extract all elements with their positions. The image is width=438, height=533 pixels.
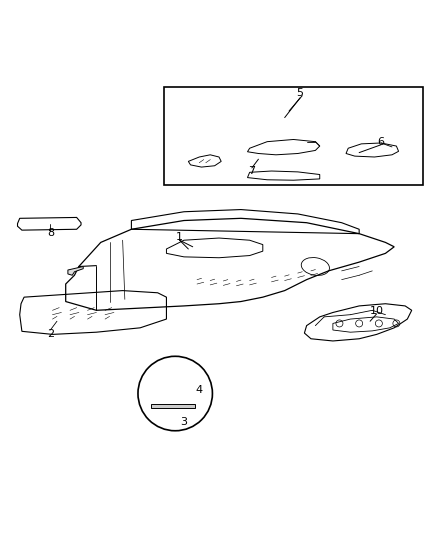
Polygon shape	[151, 405, 195, 408]
Text: 4: 4	[196, 385, 203, 395]
Text: 3: 3	[180, 417, 187, 427]
Circle shape	[138, 356, 212, 431]
Polygon shape	[68, 266, 83, 275]
Text: 2: 2	[47, 329, 54, 340]
Text: 10: 10	[370, 306, 384, 316]
Text: 6: 6	[378, 136, 385, 147]
Text: 1: 1	[176, 232, 183, 242]
Text: 7: 7	[248, 166, 255, 176]
Text: 5: 5	[297, 88, 304, 99]
Text: 8: 8	[47, 228, 54, 238]
Bar	[164, 87, 423, 185]
